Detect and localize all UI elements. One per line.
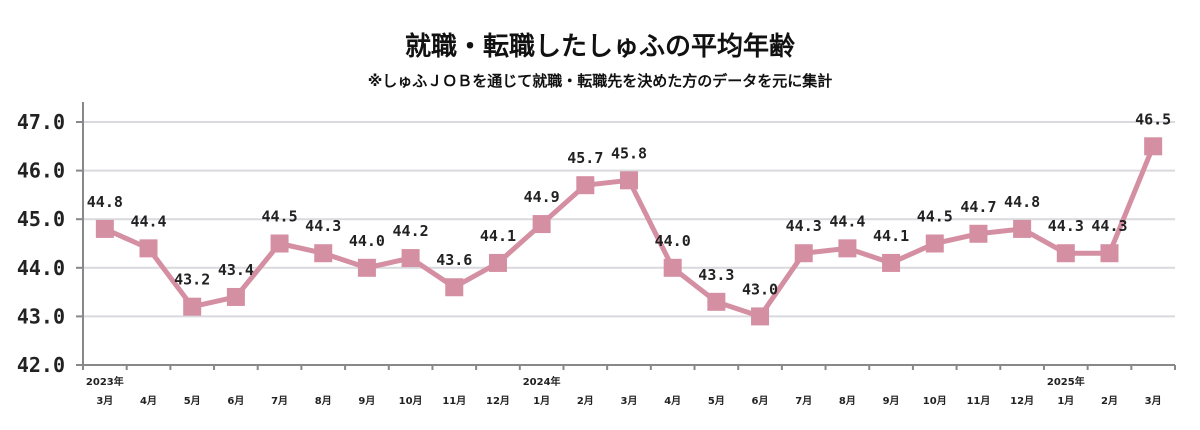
x-tick-label: 6月 <box>752 395 769 407</box>
data-label: 43.6 <box>436 251 472 269</box>
data-label: 45.7 <box>567 149 603 167</box>
data-point <box>95 219 114 238</box>
chart-title: 就職・転職したしゅふの平均年齢 <box>404 32 795 62</box>
x-tick-label: 5月 <box>708 395 725 407</box>
x-tick-label: 8月 <box>315 395 332 407</box>
data-label: 44.1 <box>480 227 516 245</box>
data-point <box>1100 244 1119 263</box>
data-point <box>314 244 333 263</box>
data-label: 44.4 <box>130 212 166 230</box>
y-tick-label: 43.0 <box>17 304 65 328</box>
data-point <box>532 215 551 234</box>
year-label: 2025年 <box>1047 375 1085 388</box>
year-label: 2023年 <box>86 375 124 388</box>
x-tick-label: 11月 <box>966 395 990 407</box>
data-label: 44.1 <box>873 227 909 245</box>
x-tick-label: 10月 <box>399 395 423 407</box>
x-tick-label: 3月 <box>96 395 113 407</box>
data-label: 44.3 <box>305 217 341 235</box>
x-tick-label: 9月 <box>883 395 900 407</box>
y-tick-label: 42.0 <box>17 353 65 377</box>
data-point <box>1013 219 1032 238</box>
x-tick-label: 11月 <box>442 395 466 407</box>
data-point <box>576 176 595 195</box>
x-tick-label: 5月 <box>184 395 201 407</box>
data-point <box>1056 244 1075 263</box>
x-tick-label: 12月 <box>486 395 510 407</box>
data-point <box>882 253 901 272</box>
y-tick-label: 46.0 <box>17 159 65 183</box>
x-tick-label: 1月 <box>533 395 550 407</box>
data-label: 43.4 <box>218 261 254 279</box>
x-tick-label: 10月 <box>923 395 947 407</box>
data-point <box>620 171 638 190</box>
chart-subtitle: ※しゅふＪＯＢを通じて就職・転職先を決めた方のデータを元に集計 <box>367 72 833 90</box>
x-tick-label: 2月 <box>577 395 594 407</box>
data-label: 44.5 <box>261 208 297 226</box>
data-point <box>226 287 245 306</box>
data-label: 44.3 <box>1048 217 1084 235</box>
x-tick-label: 7月 <box>271 395 288 407</box>
data-label: 45.8 <box>611 144 647 162</box>
x-tick-label: 3月 <box>621 395 638 407</box>
data-label: 43.3 <box>698 266 734 284</box>
data-point <box>183 297 202 316</box>
data-point <box>1144 137 1163 156</box>
year-label: 2024年 <box>523 375 561 388</box>
data-point <box>270 234 289 253</box>
data-label: 43.0 <box>742 280 778 298</box>
x-tick-label: 8月 <box>839 395 856 407</box>
data-label: 46.5 <box>1135 110 1171 128</box>
y-tick-label: 47.0 <box>17 110 65 134</box>
data-label: 44.0 <box>349 232 385 250</box>
y-tick-label: 44.0 <box>17 256 65 280</box>
data-label: 44.3 <box>1091 217 1127 235</box>
data-point <box>401 249 420 268</box>
data-label: 44.2 <box>393 222 429 240</box>
x-tick-label: 12月 <box>1010 395 1034 407</box>
data-label: 44.7 <box>960 198 996 216</box>
data-point <box>794 244 813 263</box>
data-point <box>663 258 682 277</box>
x-tick-label: 9月 <box>358 395 375 407</box>
x-tick-label: 7月 <box>795 395 812 407</box>
x-tick-label: 3月 <box>1145 395 1162 407</box>
data-point <box>357 258 376 277</box>
data-point <box>969 224 988 243</box>
data-label: 44.5 <box>917 208 953 226</box>
x-tick-label: 4月 <box>140 395 157 407</box>
data-label: 44.4 <box>829 212 865 230</box>
data-point <box>445 278 464 297</box>
data-point <box>838 239 857 258</box>
y-tick-label: 45.0 <box>17 207 65 231</box>
x-tick-label: 2月 <box>1101 395 1118 407</box>
data-point <box>707 292 726 311</box>
data-point <box>139 239 158 258</box>
data-label: 44.8 <box>1004 193 1040 211</box>
data-point <box>925 234 944 253</box>
x-tick-label: 4月 <box>664 395 681 407</box>
data-label: 44.3 <box>786 217 822 235</box>
data-label: 43.2 <box>174 271 210 289</box>
data-point <box>751 307 770 326</box>
x-tick-label: 6月 <box>227 395 244 407</box>
data-label: 44.8 <box>87 193 123 211</box>
data-label: 44.9 <box>524 188 560 206</box>
data-label: 44.0 <box>655 232 691 250</box>
x-tick-label: 1月 <box>1057 395 1074 407</box>
data-point <box>488 253 507 272</box>
